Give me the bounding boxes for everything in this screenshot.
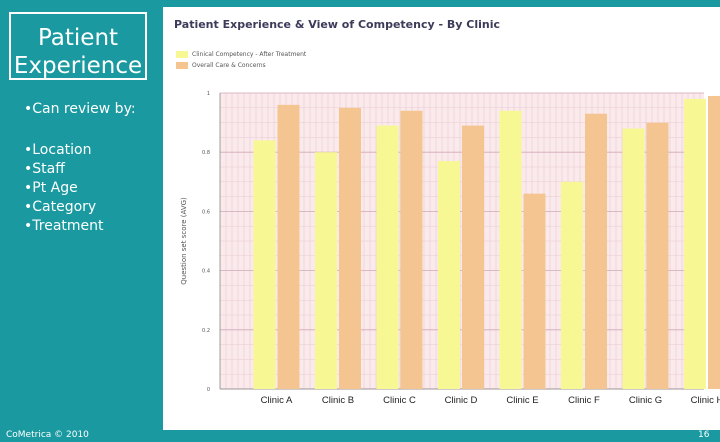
bar-overall-care bbox=[400, 110, 423, 389]
review-heading: •Can review by: bbox=[24, 101, 136, 117]
bar-competency bbox=[561, 181, 583, 389]
chart-panel: Patient Experience & View of Competency … bbox=[163, 7, 720, 430]
bar-competency bbox=[253, 140, 276, 389]
bar-overall-care bbox=[523, 193, 546, 389]
legend-label-overall-care: Overall Care & Concerns bbox=[192, 61, 266, 69]
x-tick-label: Clinic C bbox=[383, 395, 416, 406]
bar-competency bbox=[622, 128, 645, 389]
bar-competency bbox=[684, 98, 706, 390]
chart-title: Patient Experience & View of Competency … bbox=[174, 18, 500, 31]
legend-label-competency: Clinical Competency - After Treatment bbox=[192, 50, 307, 58]
bar-overall-care bbox=[339, 107, 361, 390]
review-options: •Can review by: •Location •Staff •Pt Age… bbox=[24, 100, 136, 236]
legend-swatch-overall-care bbox=[176, 61, 188, 69]
review-item-treatment: •Treatment bbox=[24, 218, 104, 234]
x-tick-label: Clinic A bbox=[261, 395, 293, 406]
y-tick-label: 0.8 bbox=[202, 150, 210, 156]
bar-competency bbox=[376, 125, 399, 389]
slide-title: Patient Experience bbox=[9, 12, 147, 80]
x-tick-label: Clinic F bbox=[568, 395, 600, 406]
bar-competency bbox=[315, 152, 337, 389]
legend-swatch-competency bbox=[176, 50, 188, 58]
review-item-category: •Category bbox=[24, 199, 97, 215]
y-tick-label: 1 bbox=[207, 91, 210, 97]
chart-legend: Clinical Competency - After Treatment Ov… bbox=[176, 49, 306, 71]
bar-competency bbox=[438, 161, 460, 389]
legend-item-overall-care: Overall Care & Concerns bbox=[176, 60, 306, 70]
footer-copyright: CoMetrica © 2010 bbox=[6, 430, 89, 440]
x-tick-label: Clinic E bbox=[506, 395, 538, 406]
x-tick-label: Clinic B bbox=[322, 395, 354, 406]
bar-overall-care bbox=[646, 122, 669, 389]
bar-overall-care bbox=[462, 125, 484, 389]
bar-overall-care bbox=[708, 95, 720, 390]
y-tick-label: 0.6 bbox=[202, 209, 210, 215]
legend-item-competency: Clinical Competency - After Treatment bbox=[176, 49, 306, 59]
bar-overall-care bbox=[277, 104, 300, 389]
page-number: 16 bbox=[698, 430, 710, 440]
x-tick-label: Clinic H bbox=[691, 395, 720, 406]
y-tick-label: 0.4 bbox=[202, 269, 210, 275]
review-item-pt-age: •Pt Age bbox=[24, 180, 78, 196]
bar-chart: 0 0.2 0.4 0.6 0.8 1 Question set score (AVG) Cl… bbox=[180, 91, 720, 406]
bar-competency bbox=[499, 110, 522, 389]
x-tick-label: Clinic D bbox=[445, 395, 478, 406]
review-item-staff: •Staff bbox=[24, 161, 65, 177]
review-item-location: •Location bbox=[24, 142, 92, 158]
y-axis-label: Question set score (AVG) bbox=[180, 197, 188, 285]
y-tick-label: 0.2 bbox=[202, 328, 210, 334]
x-tick-label: Clinic G bbox=[629, 395, 662, 406]
y-tick-label: 0 bbox=[207, 387, 210, 393]
bar-overall-care bbox=[585, 113, 607, 389]
